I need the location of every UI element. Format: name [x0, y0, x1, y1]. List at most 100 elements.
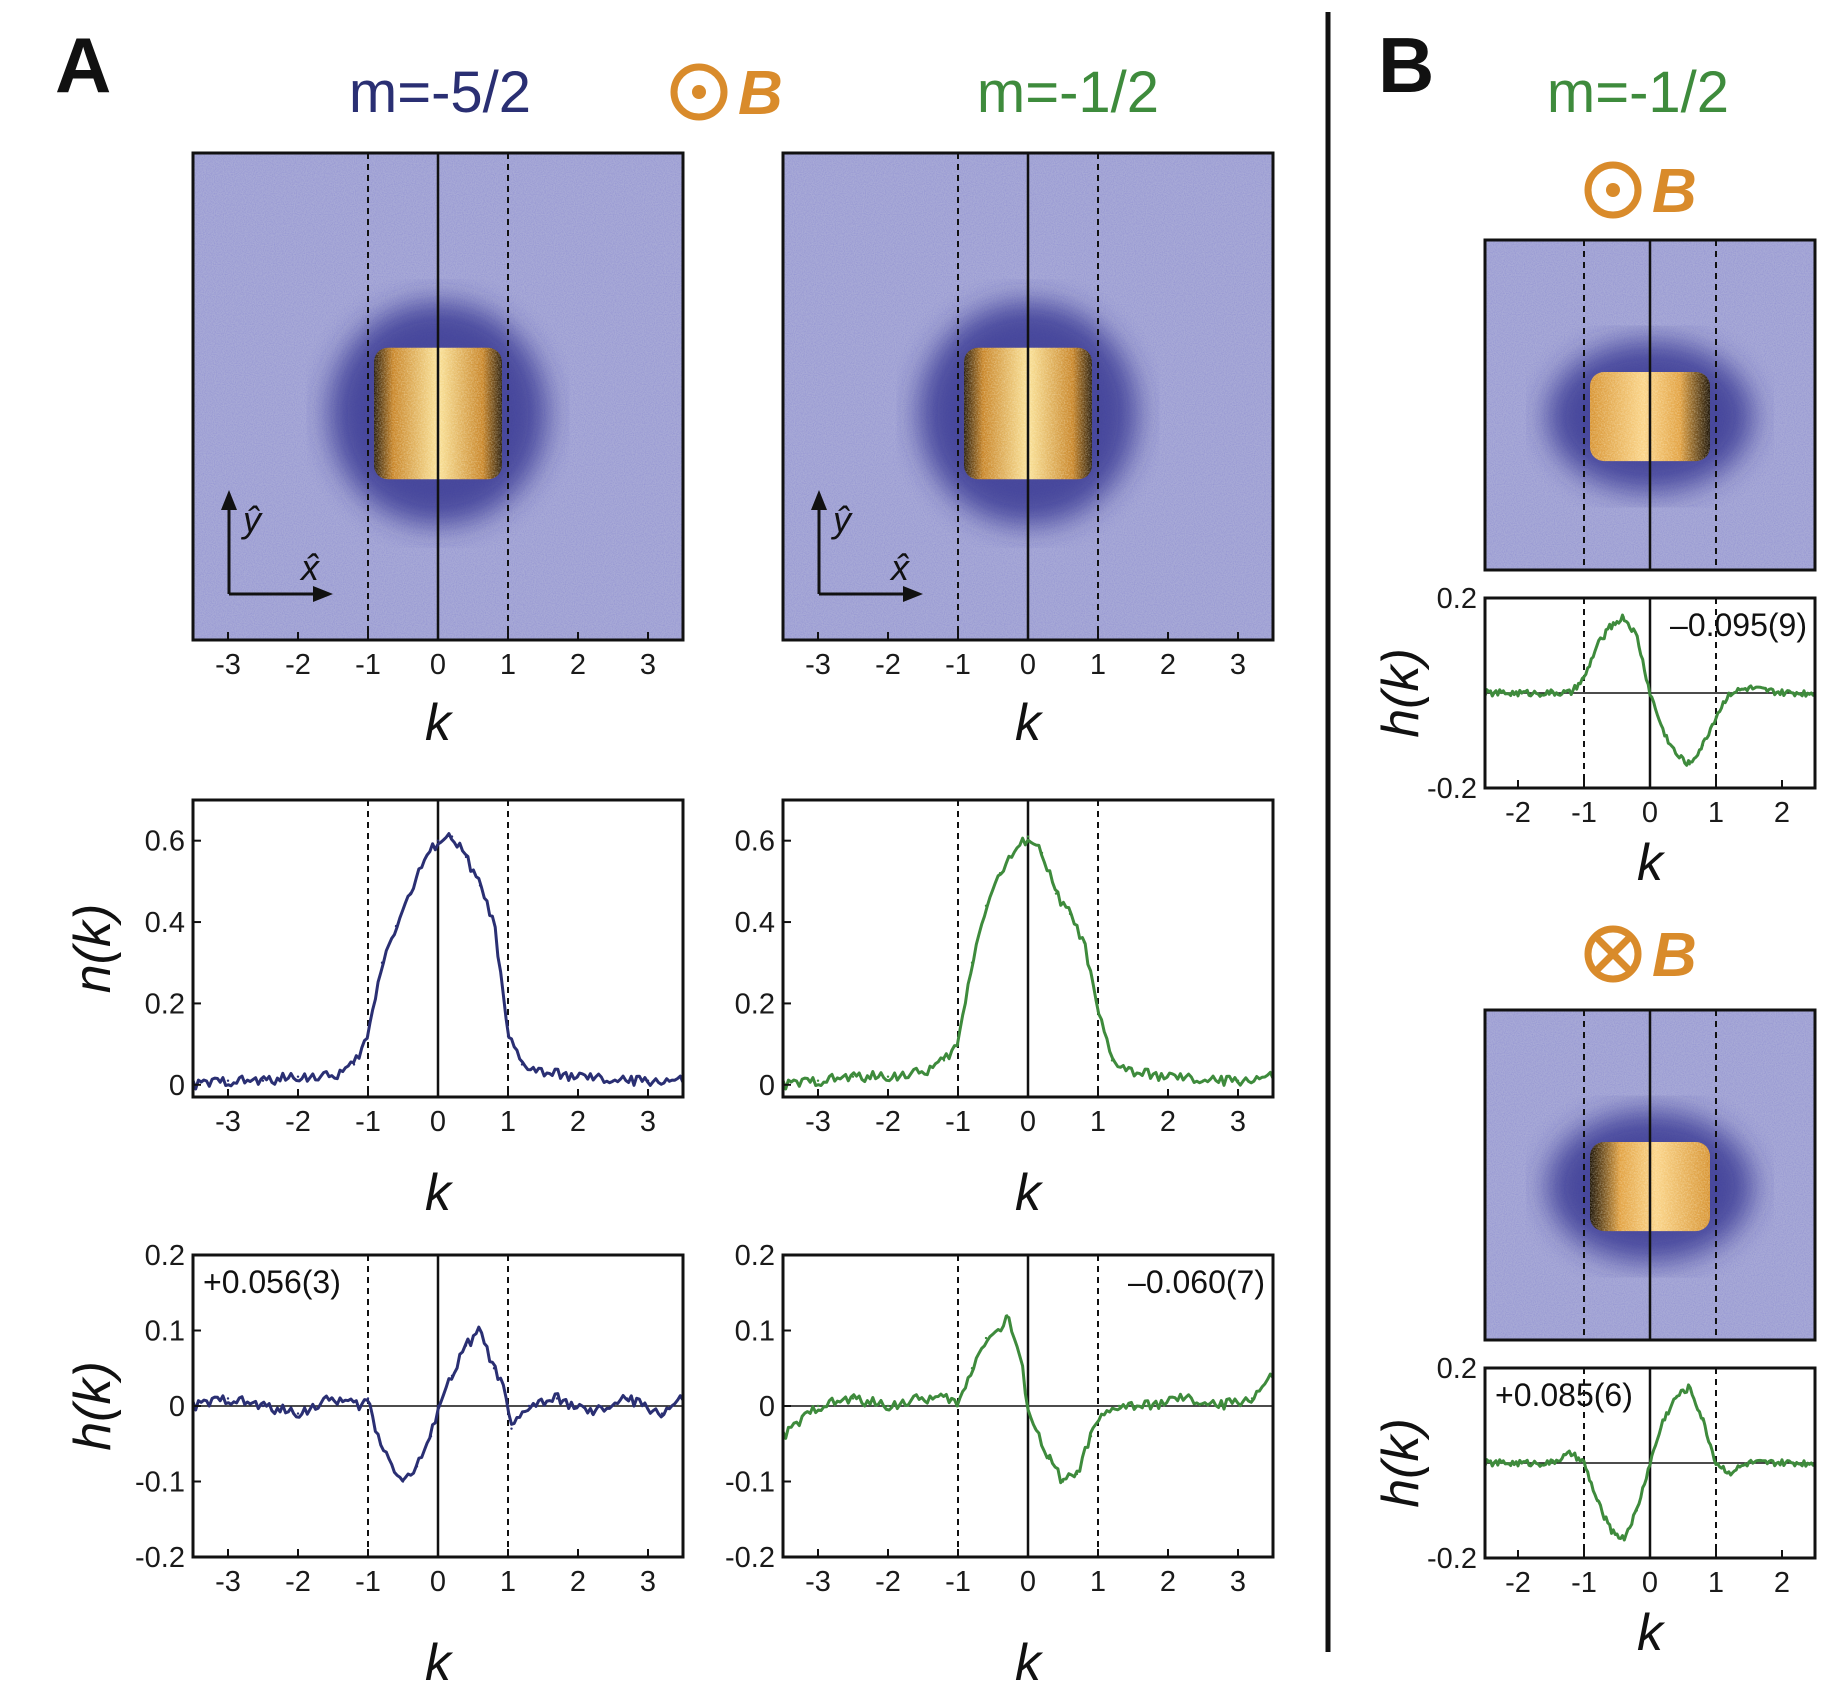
hk-m12-annotation: –0.060(7) — [1128, 1264, 1265, 1300]
hk-m52-xlabel: k — [425, 1634, 454, 1692]
hk-b1-point-4 — [1582, 677, 1586, 680]
field-in-icon — [1584, 925, 1642, 983]
hk-b1-point-5 — [1596, 644, 1599, 647]
hk-b1-xtick-label-1: -1 — [1571, 797, 1597, 829]
nk-m52-point-15 — [492, 920, 496, 924]
hk-m52-ytick-label-2: 0 — [169, 1391, 185, 1423]
nk-m52-ytick-label-1: 0.2 — [145, 988, 185, 1020]
hk-m52-panel: -3 -2 -1 0 1 2 3 -0.2 -0.1 0 0.1 0.2 k h(k) +0.056(3) — [64, 1240, 685, 1692]
hk-m52-point-14 — [464, 1344, 468, 1347]
nk-m12-point-4 — [921, 1071, 925, 1074]
hk-m52-xtick-label-4: 1 — [500, 1566, 516, 1598]
img-a1-y-axis-label: ŷ — [240, 499, 263, 540]
hk-m12-xtick-label-4: 1 — [1090, 1566, 1106, 1598]
hk-m52-ytick-label-4: 0.2 — [145, 1240, 185, 1272]
nk-m12-point-21 — [1236, 1079, 1240, 1082]
nk-m52-xtick-label-4: 1 — [500, 1106, 516, 1138]
hk-b1-point-14 — [1714, 715, 1718, 718]
img-a1-xlabel: k — [425, 694, 454, 752]
hk-b1-point-1 — [1516, 691, 1520, 695]
img-a2-xtick-label-0: -3 — [805, 649, 831, 681]
hk-b1-ytick-label-0: -0.2 — [1427, 773, 1477, 805]
nk-m52-point-2 — [261, 1079, 265, 1082]
hk-m52-point-5 — [359, 1404, 363, 1408]
nk-m52-point-6 — [366, 1034, 370, 1038]
hk-m12-point-14 — [1047, 1457, 1051, 1461]
hk-m52-xtick-label-6: 3 — [640, 1566, 656, 1598]
img-b2-frame — [1483, 1008, 1817, 1342]
panel-a-label: A — [55, 21, 111, 109]
nk-m12-point-10 — [1012, 851, 1016, 855]
hk-m12-panel: -3 -2 -1 0 1 2 3 -0.2 -0.1 0 0.1 0.2 k –0.060(7) — [725, 1240, 1275, 1692]
nk-m52-point-17 — [520, 1063, 524, 1066]
hk-b1-point-11 — [1675, 753, 1678, 756]
hk-b1-point-6 — [1609, 625, 1612, 628]
nk-m12-ytick-label-3: 0.6 — [735, 826, 775, 858]
hk-m52-ytick-label-1: -0.1 — [135, 1467, 185, 1499]
hk-m52-point-13 — [450, 1374, 454, 1378]
nk-m12-point-2 — [851, 1075, 855, 1078]
hk-m12-xtick-label-0: -3 — [805, 1566, 831, 1598]
hk-m12-point-20 — [1145, 1404, 1149, 1408]
field-in-cross-2 — [1593, 934, 1633, 974]
hk-m12-point-9 — [998, 1329, 1002, 1332]
nk-m12-ytick-label-1: 0.2 — [735, 988, 775, 1020]
img-a1-xtick-label-0: -3 — [215, 649, 241, 681]
header-m52: m=-5/2 — [349, 60, 531, 125]
hk-m52-xtick-label-5: 2 — [570, 1566, 586, 1598]
hk-b1-annotation: –0.095(9) — [1670, 607, 1807, 643]
hk-b1-point-9 — [1648, 691, 1652, 695]
nk-m12-xtick-label-0: -3 — [805, 1106, 831, 1138]
hk-m12-point-7 — [970, 1367, 974, 1370]
field-indicator-a: B — [670, 59, 783, 128]
hk-b2-point-7 — [1622, 1537, 1625, 1541]
field-label-b2: B — [1652, 921, 1697, 990]
hk-m12-point-6 — [956, 1404, 960, 1408]
nk-m12-xtick-label-6: 3 — [1230, 1106, 1246, 1138]
hk-m52-ytick-label-3: 0.1 — [145, 1316, 185, 1348]
nk-m52-point-3 — [296, 1075, 300, 1078]
hk-b1-point-13 — [1701, 744, 1705, 747]
img-a1-xtick-label-6: 3 — [640, 649, 656, 681]
nk-m12-point-9 — [998, 872, 1002, 875]
hk-b2-xlabel: k — [1637, 1604, 1666, 1662]
hk-m12-xtick-label-6: 3 — [1230, 1566, 1246, 1598]
hk-m52-xtick-label-2: -1 — [355, 1566, 381, 1598]
hk-m52-point-20 — [555, 1397, 559, 1400]
hk-b1-point-12 — [1688, 763, 1691, 766]
hk-m12-point-13 — [1033, 1427, 1037, 1430]
nk-m12-point-6 — [956, 1042, 960, 1046]
nk-m12-point-5 — [942, 1059, 946, 1062]
hk-m52-point-19 — [527, 1404, 531, 1408]
nk-m12-point-8 — [984, 904, 988, 907]
hk-b1-xlabel: k — [1637, 834, 1666, 892]
nk-m52-xtick-label-0: -3 — [215, 1106, 241, 1138]
hk-m12-ytick-label-0: -0.2 — [725, 1542, 775, 1574]
hk-m52-point-7 — [373, 1427, 377, 1430]
hk-b2-annotation: +0.085(6) — [1495, 1377, 1633, 1413]
nk-m52-point-20 — [611, 1079, 615, 1082]
hk-b1-ytick-label-1: 0.2 — [1437, 583, 1477, 615]
hk-b1-series-line — [1483, 613, 1816, 767]
nk-m12-ytick-label-2: 0.4 — [735, 907, 775, 939]
nk-m52-panel: -3 -2 -1 0 1 2 3 0 0.2 0.4 0.6 k n(k) — [64, 798, 685, 1222]
nk-m52-point-11 — [436, 839, 440, 842]
nk-m12-point-1 — [816, 1079, 820, 1082]
hk-b1-xtick-label-3: 1 — [1708, 797, 1724, 829]
nk-m12-xtick-label-4: 1 — [1090, 1106, 1106, 1138]
hk-b2-point-3 — [1569, 1452, 1573, 1455]
hk-m12-ytick-label-2: 0 — [759, 1391, 775, 1423]
header-m12: m=-1/2 — [977, 60, 1159, 125]
hk-b2-point-17 — [1780, 1461, 1784, 1465]
hk-m12-xtick-label-1: -2 — [875, 1566, 901, 1598]
nk-m12-point-3 — [886, 1075, 890, 1078]
hk-b2-panel: -2 -1 0 1 2 -0.2 0.2 k h(k) +0.085(6) — [1372, 1353, 1817, 1662]
nk-m52-xtick-label-3: 0 — [430, 1106, 446, 1138]
hk-m52-point-3 — [296, 1412, 300, 1415]
hk-b1-xtick-label-2: 0 — [1642, 797, 1658, 829]
nk-m12-point-18 — [1131, 1071, 1135, 1074]
nk-m52-xtick-label-2: -1 — [355, 1106, 381, 1138]
nk-m12-point-15 — [1082, 941, 1086, 944]
img-a2-xtick-label-2: -1 — [945, 649, 971, 681]
field-label-b1: B — [1652, 157, 1697, 226]
